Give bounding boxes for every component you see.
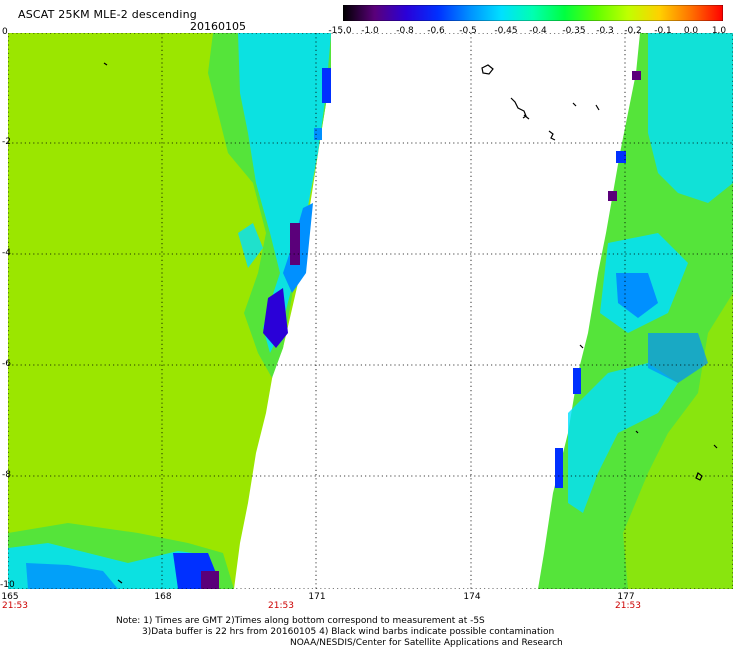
time-label: 21:53 bbox=[615, 601, 641, 611]
note-line-3: NOAA/NESDIS/Center for Satellite Applica… bbox=[290, 638, 563, 648]
colorbar-label: -0.8 bbox=[396, 26, 414, 36]
lon-label: 165 bbox=[1, 592, 19, 602]
lat-label: -8 bbox=[2, 470, 11, 480]
colorbar-label: -0.3 bbox=[596, 26, 614, 36]
colorbar bbox=[343, 5, 723, 21]
colorbar-label: -0.4 bbox=[529, 26, 547, 36]
colorbar-label: 0.0 bbox=[683, 26, 699, 36]
lon-label: 168 bbox=[154, 592, 172, 602]
graticule bbox=[8, 33, 733, 589]
colorbar-label: -15.0 bbox=[328, 26, 352, 36]
time-label: 21:53 bbox=[2, 601, 28, 611]
note-line-1: Note: 1) Times are GMT 2)Times along bot… bbox=[116, 616, 485, 626]
colorbar-label: -0.1 bbox=[654, 26, 672, 36]
lat-label: -6 bbox=[2, 359, 11, 369]
lat-label: -4 bbox=[2, 248, 11, 258]
scatterometer-map[interactable] bbox=[8, 33, 733, 589]
lon-label: 171 bbox=[308, 592, 326, 602]
colorbar-label: -0.6 bbox=[427, 26, 445, 36]
colorbar-label: -1.0 bbox=[361, 26, 379, 36]
lat-label: -2 bbox=[2, 137, 11, 147]
coastlines bbox=[103, 62, 718, 584]
colorbar-label: 1.0 bbox=[711, 26, 727, 36]
lat-label: 0 bbox=[2, 27, 8, 37]
colorbar-label: -0.5 bbox=[459, 26, 477, 36]
right-swath bbox=[538, 33, 733, 589]
left-swath bbox=[8, 33, 331, 589]
time-label: 21:53 bbox=[268, 601, 294, 611]
colorbar-labels: -15.0 -1.0 -0.8 -0.6 -0.5 -0.45 -0.4 -0.… bbox=[328, 26, 735, 38]
colorbar-label: -0.2 bbox=[624, 26, 642, 36]
colorbar-label: -0.35 bbox=[562, 26, 586, 36]
map-title: ASCAT 25KM MLE-2 descending bbox=[18, 8, 197, 21]
note-line-2: 3)Data buffer is 22 hrs from 20160105 4)… bbox=[142, 627, 555, 637]
map-date: 20160105 bbox=[190, 20, 246, 33]
colorbar-label: -0.45 bbox=[494, 26, 518, 36]
lat-label: -10 bbox=[0, 580, 15, 590]
lon-label: 177 bbox=[617, 592, 635, 602]
lon-label: 174 bbox=[463, 592, 481, 602]
